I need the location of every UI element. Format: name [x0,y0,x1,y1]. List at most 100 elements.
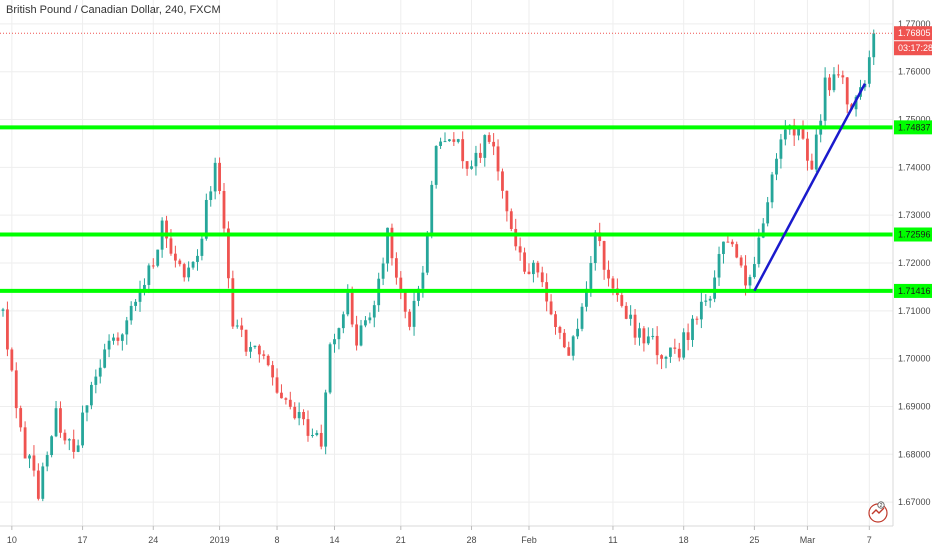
candle-up [187,267,191,278]
candle-up [297,412,301,419]
candle-up [722,241,725,255]
candle-up [209,191,213,200]
candle-up [532,262,535,275]
candle-up [196,255,199,262]
candle-up [76,445,80,452]
candle-down [306,419,310,436]
support-levels-layer [0,32,893,293]
candle-up [823,77,827,121]
price-tick-label: 1.67000 [898,497,931,507]
price-tick-label: 1.75000 [898,115,931,125]
candle-up [98,367,102,377]
candle-up [421,272,425,289]
candle-up [372,305,376,318]
candle-down [620,295,624,306]
candle-up [94,376,98,385]
candle-up [253,345,257,348]
candle-down [496,146,500,172]
candle-up [748,277,752,286]
candle-down [293,406,297,419]
candle-down [355,324,358,346]
candle-up [143,284,146,291]
candle-up [646,336,650,344]
candle-up [651,335,655,337]
candle-down [63,432,67,441]
candle-down [836,74,840,76]
candle-up [81,412,84,446]
candle-down [227,228,230,279]
countdown-tag [894,41,932,56]
candle-down [602,241,606,270]
candle-up [775,158,778,175]
last-price-tag-label: 1.76805 [898,28,931,38]
candle-up [41,466,45,499]
candle-down [677,348,681,358]
candle-down [32,455,36,471]
candle-down [240,325,244,330]
candle-down [540,272,544,283]
candle-down [633,314,637,338]
candle-down [262,354,266,356]
level-price-tag [894,120,932,135]
candle-up [386,227,389,264]
candle-up [797,127,800,136]
candle-down [288,399,292,407]
candle-down [319,432,323,447]
candle-up [770,174,774,203]
candle-up [483,135,487,158]
candle-up [191,261,195,268]
trend-line-layer [753,83,867,292]
candle-up [757,237,761,265]
candle-down [611,278,615,289]
candle-up [470,166,473,169]
level-price-tag [894,283,932,298]
candle-down [6,309,9,350]
candle-down [182,264,186,278]
level-price-tag-label: 1.72596 [898,230,931,240]
candle-up [814,134,818,170]
candle-down [399,277,403,293]
time-tick-label: 21 [396,535,406,545]
countdown-tag-label: 03:17:28 [898,43,932,53]
time-tick-label: Mar [800,535,816,545]
svg-text:2: 2 [879,503,882,509]
candle-up [580,306,584,329]
candle-up [571,336,575,356]
candle-up [249,347,252,352]
candle-down [509,211,513,229]
candle-down [271,365,275,378]
time-tick-label: 28 [467,535,477,545]
trend-line [753,83,867,292]
price-axis[interactable]: 1.77000 1.76000 1.75000 1.74000 1.73000 1.720… [898,19,931,507]
candle-down [518,246,522,253]
candle-down [607,269,610,279]
time-axis[interactable]: 10 17 24 2019 8 14 21 28 Feb 11 18 25 Mar 7 [7,526,872,545]
candle-down [302,412,305,420]
candle-down [461,139,465,162]
candle-down [726,241,730,243]
candle-down [536,262,540,273]
candle-down [810,160,814,170]
candle-down [686,332,690,340]
time-tick-label: 25 [749,535,759,545]
candle-up [589,263,593,289]
price-tick-label: 1.74000 [898,162,931,172]
tradingview-logo-icon[interactable]: 2 [866,500,890,524]
candle-up [854,96,858,110]
candle-up [337,328,341,340]
candle-down [801,127,805,139]
time-tick-label: 17 [78,535,88,545]
time-tick-label: Feb [521,535,537,545]
candle-up [67,439,71,441]
candle-up [585,288,588,307]
candle-down [178,260,182,265]
candle-up [324,392,328,447]
candle-up [691,318,694,340]
price-tick-label: 1.70000 [898,354,931,364]
candle-down [19,408,23,428]
candle-up [713,277,717,299]
candle-down [792,125,796,136]
price-tick-label: 1.71000 [898,306,931,316]
